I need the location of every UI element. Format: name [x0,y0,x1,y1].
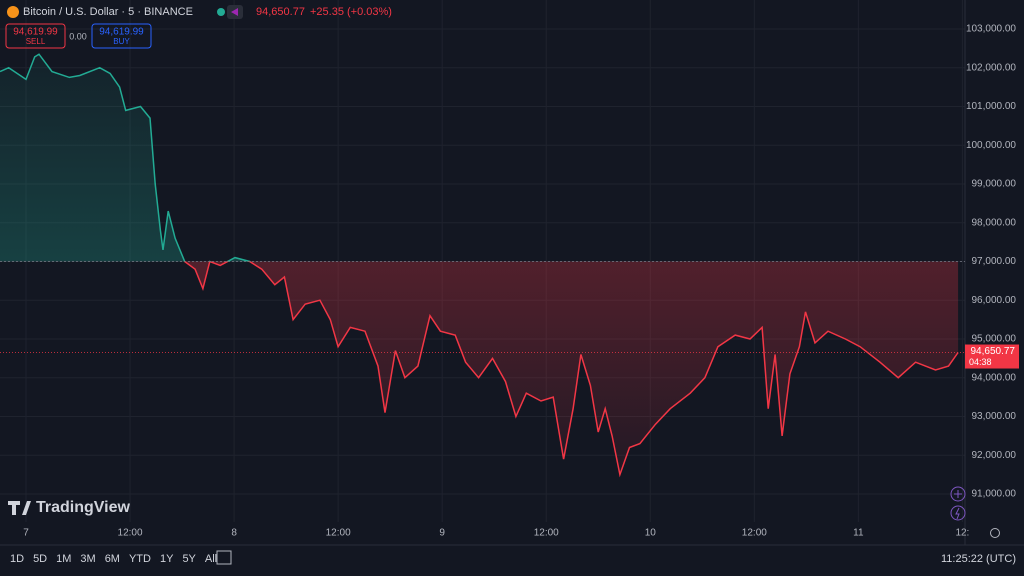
buy-label: BUY [113,37,130,46]
price-change: +25.35 (+0.03%) [310,6,392,18]
y-tick-label: 93,000.00 [972,411,1017,422]
y-tick-label: 97,000.00 [972,256,1017,267]
x-tick-label: 9 [439,528,445,539]
buy-button[interactable] [91,23,152,49]
logo-text: TradingView [36,499,131,516]
sell-button[interactable] [5,23,66,49]
x-tick-label: 7 [23,528,29,539]
range-button[interactable]: 1M [56,553,71,565]
x-tick-label: 12: [955,528,969,539]
y-tick-label: 91,000.00 [972,489,1017,500]
last-price-label: 94,650.77 [971,346,1016,357]
alert-button[interactable] [950,505,966,521]
sell-price: 94,619.99 [13,27,58,38]
price-line [0,53,959,478]
range-button[interactable]: All [205,553,217,565]
y-tick-label: 103,000.00 [966,24,1016,35]
x-tick-label: 12:00 [118,528,143,539]
countdown: 04:38 [969,357,992,367]
last-price-tag [965,344,1019,369]
clock: 11:25:22 (UTC) [941,553,1016,565]
date-range-button[interactable] [216,550,232,565]
add-icon [954,490,962,498]
market-status[interactable] [217,8,225,16]
y-tick-label: 94,000.00 [972,372,1017,383]
buy-price: 94,619.99 [99,27,144,38]
range-button[interactable]: 5D [33,553,47,565]
y-tick-label: 96,000.00 [972,295,1017,306]
sell-label: SELL [26,37,46,46]
add-button[interactable] [950,486,966,502]
y-tick-label: 95,000.00 [972,334,1017,345]
settings-button[interactable] [990,528,1000,538]
x-tick-label: 8 [231,528,237,539]
range-button[interactable]: 1D [10,553,24,565]
x-tick-label: 12:00 [326,528,351,539]
y-tick-label: 102,000.00 [966,62,1016,73]
baseline-area [0,54,959,475]
x-tick-label: 12:00 [742,528,767,539]
indicator-icon [231,8,238,16]
range-button[interactable]: 5Y [182,553,196,565]
y-tick-label: 98,000.00 [972,217,1017,228]
y-tick-label: 101,000.00 [966,101,1016,112]
logo-icon [8,501,31,515]
spread: 0.00 [69,31,87,41]
symbol-icon [7,6,19,18]
alert-icon [955,507,960,520]
x-tick-label: 12:00 [534,528,559,539]
range-button[interactable]: 3M [80,553,95,565]
symbol-title: Bitcoin / U.S. Dollar · 5 · BINANCE [23,6,193,18]
range-button[interactable]: 1Y [160,553,174,565]
x-tick-label: 11 [853,528,864,539]
range-button[interactable]: 6M [105,553,120,565]
y-tick-label: 92,000.00 [972,450,1017,461]
last-price: 94,650.77 [256,6,305,18]
y-tick-label: 100,000.00 [966,140,1016,151]
x-tick-label: 10 [645,528,657,539]
y-tick-label: 99,000.00 [972,179,1017,190]
range-button[interactable]: YTD [129,553,151,565]
